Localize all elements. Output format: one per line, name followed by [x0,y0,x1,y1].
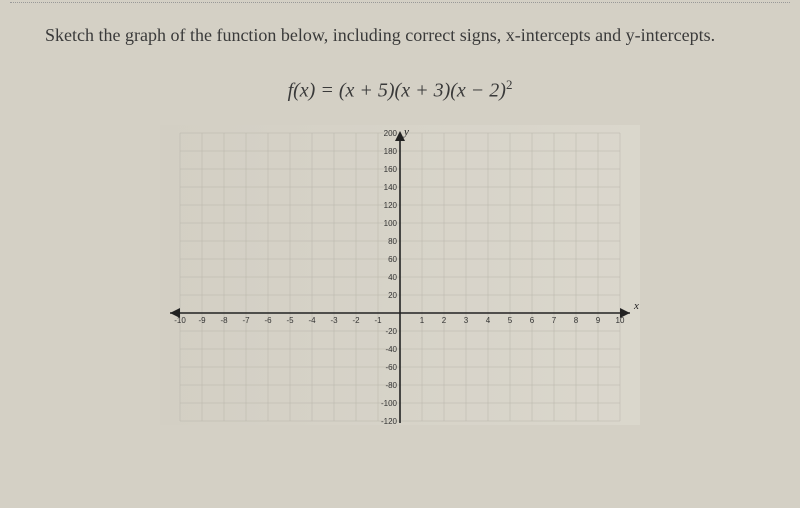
x-tick-label: -7 [242,316,250,325]
x-tick-label: -5 [286,316,294,325]
y-tick-label: 100 [384,219,398,228]
x-tick-label: -10 [174,316,186,325]
x-tick-label: 3 [464,316,469,325]
function-equation: f(x) = (x + 5)(x + 3)(x − 2)2 [45,77,755,103]
x-tick-label: 10 [616,316,625,325]
coordinate-grid: x y -10 -9 -8 -7 -6 -5 -4 -3 -2 -1 1 2 3 4 5 6 7 8 9 10 20 40… [160,125,640,425]
x-tick-label: 2 [442,316,447,325]
x-tick-label: -9 [198,316,206,325]
x-tick-label: 4 [486,316,491,325]
x-tick-label: 6 [530,316,535,325]
y-tick-label: 120 [384,201,398,210]
x-tick-label: 1 [420,316,425,325]
y-tick-label: 160 [384,165,398,174]
x-axis-label: x [633,300,639,312]
y-tick-label: -40 [385,345,397,354]
equation-lhs: f(x) [288,80,316,102]
y-axis-label: y [403,126,409,138]
x-tick-label: -2 [352,316,360,325]
y-tick-label: -80 [385,381,397,390]
y-tick-label: 40 [388,273,397,282]
question-container: Sketch the graph of the function below, … [0,0,800,425]
y-tick-label: 20 [388,291,397,300]
equals-sign: = [320,80,339,102]
factor-1: (x + 5) [339,80,395,102]
x-tick-label: 7 [552,316,557,325]
question-prompt: Sketch the graph of the function below, … [45,22,755,49]
y-tick-label: -100 [381,399,398,408]
y-tick-label: -60 [385,363,397,372]
factor-2: (x + 3) [395,80,451,102]
x-tick-label: 5 [508,316,513,325]
y-tick-label: 180 [384,147,398,156]
factor-3: (x − 2) [450,80,506,102]
x-tick-label: 8 [574,316,579,325]
y-tick-label: -20 [385,327,397,336]
x-tick-label: -3 [330,316,338,325]
y-tick-label: 60 [388,255,397,264]
x-tick-label: -1 [374,316,382,325]
x-tick-label: -8 [220,316,228,325]
x-tick-label: -6 [264,316,272,325]
divider [10,2,790,3]
y-tick-label: 140 [384,183,398,192]
y-tick-label: -120 [381,417,398,425]
grid-svg: x y -10 -9 -8 -7 -6 -5 -4 -3 -2 -1 1 2 3 4 5 6 7 8 9 10 20 40… [160,125,640,425]
x-tick-label: -4 [308,316,316,325]
x-tick-label: 9 [596,316,601,325]
y-tick-label: 80 [388,237,397,246]
y-tick-label: 200 [384,129,398,138]
exponent: 2 [506,77,513,92]
